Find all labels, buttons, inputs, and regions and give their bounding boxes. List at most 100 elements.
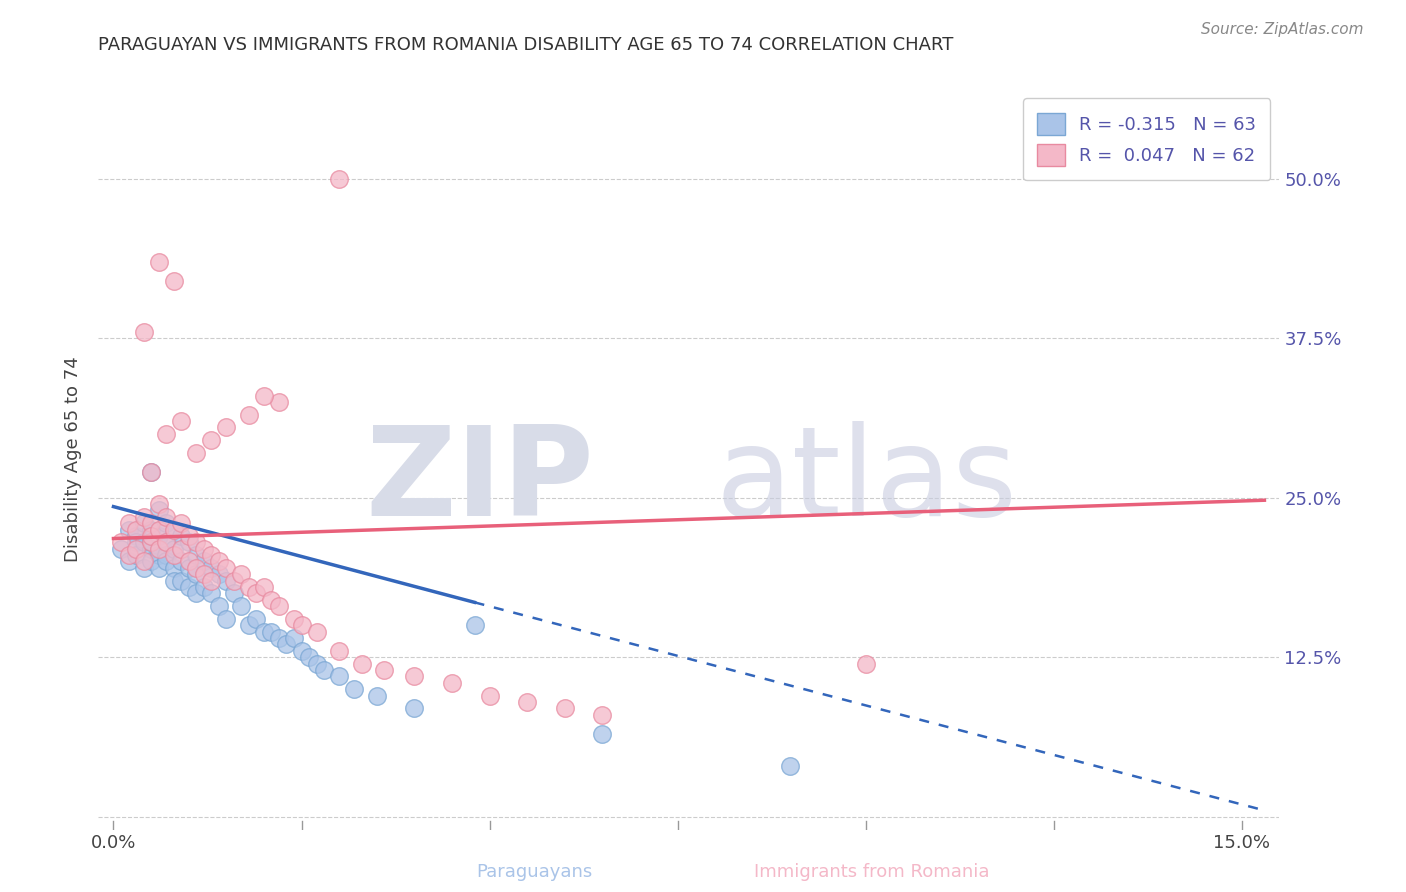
Point [155,535,177,549]
Text: atlas: atlas [716,421,1017,542]
Point [139,529,162,543]
Point [170,554,193,568]
Point [132,325,155,339]
Point [163,561,186,575]
Point [245,586,267,600]
Point [554,701,576,715]
Point [139,523,162,537]
Text: Immigrants from Romania: Immigrants from Romania [754,863,990,881]
Point [245,612,267,626]
Point [208,599,231,614]
Point [186,586,208,600]
Point [231,567,253,582]
Point [314,663,336,677]
Point [139,554,162,568]
Point [155,548,177,562]
Point [464,618,486,632]
Point [253,624,276,639]
Point [305,624,328,639]
Point [125,523,148,537]
Point [139,465,162,479]
Point [328,669,350,683]
Point [193,554,215,568]
Point [148,561,170,575]
Point [139,465,162,479]
Text: Paraguayans: Paraguayans [477,863,592,881]
Point [163,548,186,562]
Point [267,631,290,645]
Point [222,574,245,588]
Text: Source: ZipAtlas.com: Source: ZipAtlas.com [1201,22,1364,37]
Point [328,171,350,186]
Point [148,254,170,268]
Point [163,574,186,588]
Point [215,420,238,434]
Point [193,580,215,594]
Point [132,561,155,575]
Point [177,535,200,549]
Point [305,657,328,671]
Point [148,497,170,511]
Point [231,599,253,614]
Point [193,567,215,582]
Point [238,408,260,422]
Point [208,567,231,582]
Point [125,548,148,562]
Point [186,535,208,549]
Point [222,586,245,600]
Point [155,554,177,568]
Point [276,637,298,651]
Point [343,682,366,697]
Point [163,523,186,537]
Point [155,516,177,531]
Point [186,567,208,582]
Point [132,516,155,531]
Point [163,541,186,556]
Point [373,663,395,677]
Point [215,574,238,588]
Point [125,535,148,549]
Point [155,509,177,524]
Point [238,618,260,632]
Point [855,657,877,671]
Point [117,548,139,562]
Point [591,727,613,741]
Point [148,548,170,562]
Point [155,535,177,549]
Point [177,561,200,575]
Point [260,592,283,607]
Point [117,516,139,531]
Point [200,586,222,600]
Point [298,650,321,665]
Point [404,669,426,683]
Point [170,414,193,428]
Point [215,561,238,575]
Point [253,388,276,402]
Point [186,561,208,575]
Point [110,535,132,549]
Point [238,580,260,594]
Point [148,503,170,517]
Point [215,612,238,626]
Point [170,516,193,531]
Point [208,554,231,568]
Legend: R = -0.315   N = 63, R =  0.047   N = 62: R = -0.315 N = 63, R = 0.047 N = 62 [1024,98,1271,180]
Point [193,541,215,556]
Point [200,561,222,575]
Point [155,426,177,441]
Point [478,689,501,703]
Point [186,446,208,460]
Point [260,624,283,639]
Point [125,541,148,556]
Point [290,618,312,632]
Point [170,541,193,556]
Point [125,529,148,543]
Point [177,554,200,568]
Point [132,535,155,549]
Point [267,599,290,614]
Point [267,395,290,409]
Point [148,541,170,556]
Y-axis label: Disability Age 65 to 74: Disability Age 65 to 74 [65,357,83,562]
Point [110,541,132,556]
Point [148,529,170,543]
